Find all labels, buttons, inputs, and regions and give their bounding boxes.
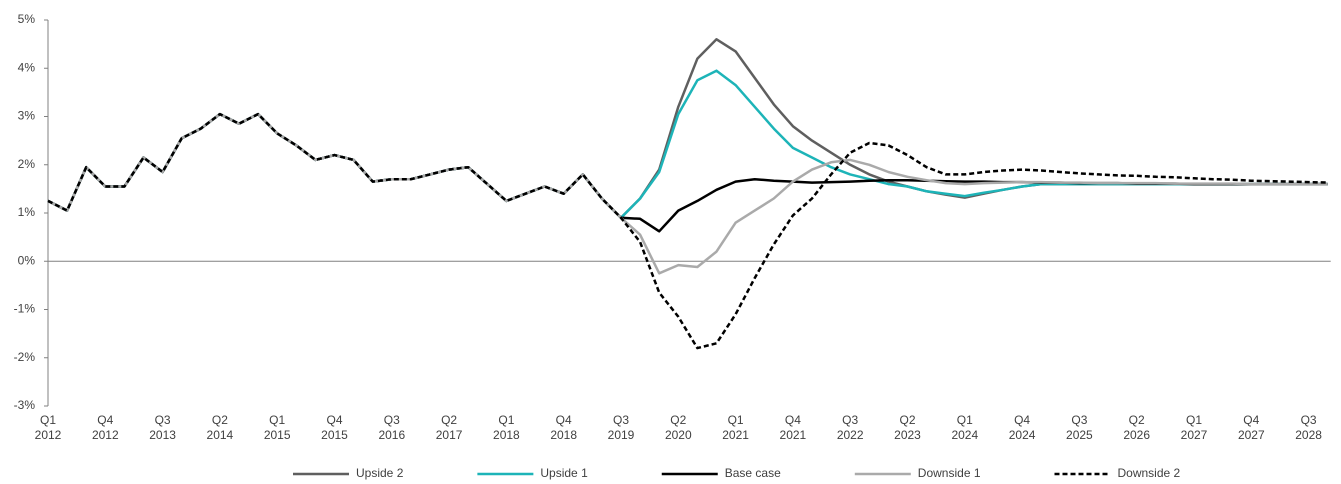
x-tick-label: Q4 2012 (91, 413, 119, 442)
x-tick-label: Q1 2012 (34, 413, 62, 442)
legend-label: Upside 2 (356, 466, 404, 480)
y-tick-label: -2% (14, 350, 36, 364)
x-tick-label: Q4 2021 (779, 413, 807, 442)
y-tick-label: 5% (18, 12, 36, 26)
x-tick-label: Q2 2020 (664, 413, 692, 442)
x-tick-label: Q1 2021 (722, 413, 749, 442)
series-line (47, 69, 1328, 220)
x-tick-label: Q3 2013 (149, 413, 176, 442)
y-tick-label: 0% (18, 253, 36, 267)
legend-label: Base case (725, 466, 781, 480)
x-tick-label: Q1 2015 (263, 413, 291, 442)
legend-label: Downside 1 (918, 466, 981, 480)
y-tick-label: 3% (18, 109, 36, 123)
x-tick-label: Q1 2027 (1180, 413, 1208, 442)
x-tick-label: Q4 2018 (550, 413, 578, 442)
y-tick-label: 2% (18, 157, 36, 171)
x-tick-label: Q4 2027 (1237, 413, 1265, 442)
x-tick-label: Q2 2023 (894, 413, 921, 442)
series-line (47, 38, 1328, 220)
x-tick-label: Q3 2016 (378, 413, 406, 442)
y-tick-label: -1% (14, 302, 36, 316)
y-tick-label: -3% (14, 398, 36, 412)
x-tick-label: Q1 2024 (951, 413, 979, 442)
x-tick-label: Q3 2019 (607, 413, 635, 442)
x-tick-label: Q3 2028 (1295, 413, 1322, 442)
x-tick-label: Q4 2024 (1008, 413, 1036, 442)
x-tick-label: Q4 2015 (321, 413, 348, 442)
x-tick-label: Q3 2022 (836, 413, 864, 442)
legend-label: Upside 1 (540, 466, 588, 480)
y-tick-label: 4% (18, 60, 36, 74)
series-line (47, 112, 1328, 233)
y-tick-label: 1% (18, 205, 36, 219)
legend-label: Downside 2 (1118, 466, 1181, 480)
x-tick-label: Q1 2018 (493, 413, 520, 442)
x-tick-label: Q2 2017 (435, 413, 463, 442)
series-line (47, 112, 1328, 350)
series-line (47, 112, 1328, 275)
x-tick-label: Q2 2014 (206, 413, 234, 442)
x-tick-label: Q2 2026 (1123, 413, 1151, 442)
x-tick-label: Q3 2025 (1066, 413, 1093, 442)
